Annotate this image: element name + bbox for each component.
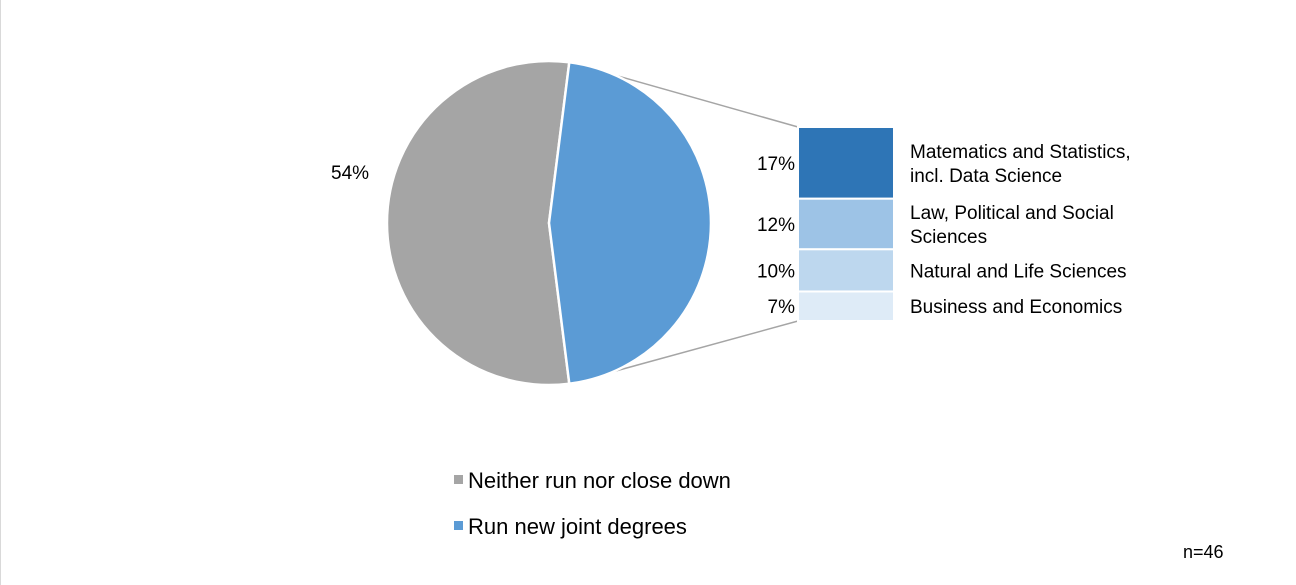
pie-slice-label-neither-run-nor-close-down: 54%	[331, 163, 369, 184]
bar-category-label-natural-and-life-sciences: Natural and Life Sciences	[910, 261, 1127, 282]
bar-segment-matematics-and-statistics-incl-data-science	[797, 126, 895, 200]
bar-segment-natural-and-life-sciences	[797, 248, 895, 293]
pie-slice-neither-run-nor-close-down	[385, 59, 571, 387]
legend: Neither run nor close down Run new joint…	[454, 468, 731, 539]
pie-slice-run-new-joint-degrees	[547, 60, 713, 386]
legend-swatch-run-new	[454, 521, 463, 530]
bar-category-label-business-and-economics: Business and Economics	[910, 297, 1122, 318]
legend-label-run-new: Run new joint degrees	[468, 514, 687, 539]
bar-value-label-natural-and-life-sciences: 10%	[757, 261, 795, 282]
pie: 54%	[331, 59, 713, 387]
bar-segment-business-and-economics	[797, 290, 895, 323]
breakdown-bar: 17% Matematics and Statistics, incl. Data …	[757, 126, 1131, 323]
bar-value-label-business-and-economics: 7%	[768, 297, 796, 318]
sample-size-note: n=46	[1183, 542, 1224, 562]
bar-category-label-matematics-and-statistics-incl-data-science: Matematics and Statistics, incl. Data Sci…	[910, 142, 1131, 187]
legend-swatch-neither	[454, 475, 463, 484]
bar-value-label-matematics-and-statistics-incl-data-science: 17%	[757, 154, 795, 175]
bar-value-label-law-political-and-social-sciences: 12%	[757, 215, 795, 236]
legend-label-neither: Neither run nor close down	[468, 468, 731, 493]
bar-segment-law-political-and-social-sciences	[797, 197, 895, 251]
bar-category-label-law-political-and-social-sciences: Law, Political and Social Sciences	[910, 203, 1114, 248]
